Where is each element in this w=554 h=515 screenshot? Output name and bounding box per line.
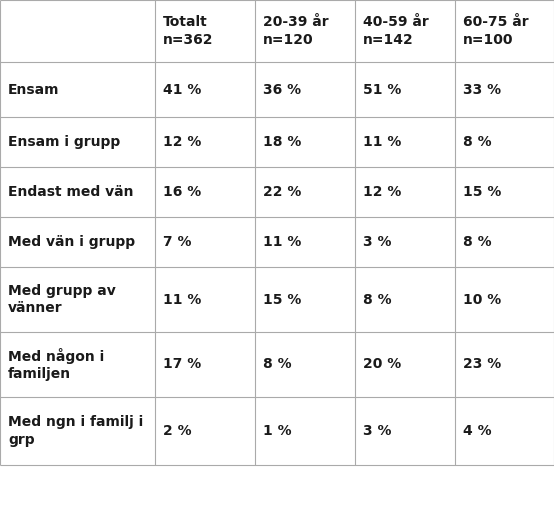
Text: 51 %: 51 % xyxy=(363,82,402,96)
Text: 41 %: 41 % xyxy=(163,82,201,96)
Text: 36 %: 36 % xyxy=(263,82,301,96)
Text: 40-59 år
n=142: 40-59 år n=142 xyxy=(363,15,429,47)
Text: 17 %: 17 % xyxy=(163,357,201,371)
Text: 2 %: 2 % xyxy=(163,424,192,438)
Text: Med grupp av
vänner: Med grupp av vänner xyxy=(8,284,116,315)
Text: 22 %: 22 % xyxy=(263,185,301,199)
Text: Med vän i grupp: Med vän i grupp xyxy=(8,235,135,249)
Text: 60-75 år
n=100: 60-75 år n=100 xyxy=(463,15,529,47)
Text: 23 %: 23 % xyxy=(463,357,501,371)
Text: Med någon i
familjen: Med någon i familjen xyxy=(8,348,104,381)
Text: 8 %: 8 % xyxy=(263,357,291,371)
Text: Totalt
n=362: Totalt n=362 xyxy=(163,15,213,47)
Text: Ensam: Ensam xyxy=(8,82,59,96)
Text: 12 %: 12 % xyxy=(363,185,402,199)
Text: Endast med vän: Endast med vän xyxy=(8,185,134,199)
Text: 18 %: 18 % xyxy=(263,135,301,149)
Text: 7 %: 7 % xyxy=(163,235,192,249)
Text: 15 %: 15 % xyxy=(263,293,301,306)
Text: 1 %: 1 % xyxy=(263,424,291,438)
Text: 11 %: 11 % xyxy=(363,135,402,149)
Text: 8 %: 8 % xyxy=(463,235,491,249)
Text: 15 %: 15 % xyxy=(463,185,501,199)
Text: 33 %: 33 % xyxy=(463,82,501,96)
Text: 11 %: 11 % xyxy=(263,235,301,249)
Text: 20 %: 20 % xyxy=(363,357,401,371)
Text: 12 %: 12 % xyxy=(163,135,201,149)
Text: 16 %: 16 % xyxy=(163,185,201,199)
Text: 3 %: 3 % xyxy=(363,235,392,249)
Text: 3 %: 3 % xyxy=(363,424,392,438)
Text: Med ngn i familj i
grp: Med ngn i familj i grp xyxy=(8,416,143,447)
Text: 4 %: 4 % xyxy=(463,424,491,438)
Text: 8 %: 8 % xyxy=(463,135,491,149)
Text: 20-39 år
n=120: 20-39 år n=120 xyxy=(263,15,329,47)
Text: 8 %: 8 % xyxy=(363,293,392,306)
Text: Ensam i grupp: Ensam i grupp xyxy=(8,135,120,149)
Text: 11 %: 11 % xyxy=(163,293,201,306)
Text: 10 %: 10 % xyxy=(463,293,501,306)
